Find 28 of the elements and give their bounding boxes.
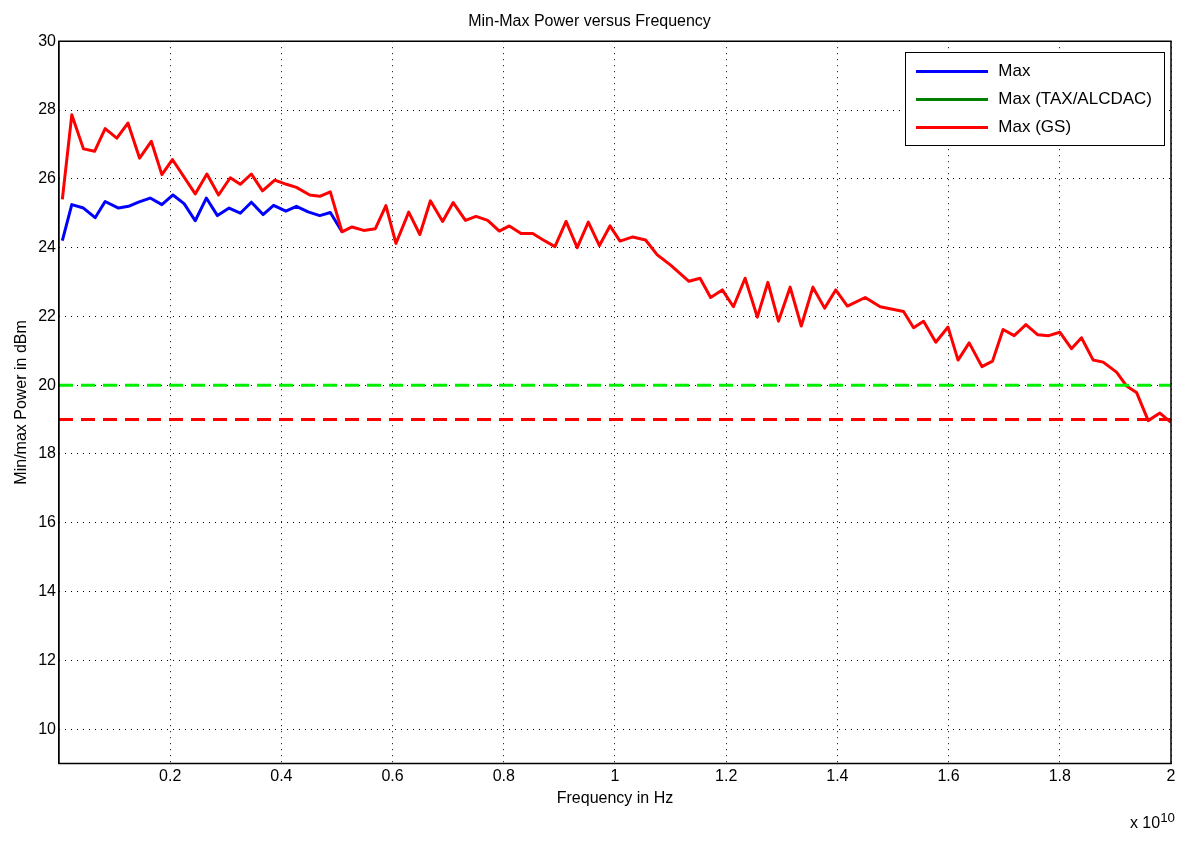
legend-label: Max	[998, 60, 1031, 82]
x-tick-label: 0.2	[159, 766, 182, 784]
y-axis-title: Min/max Power in dBm	[12, 320, 30, 485]
x-tick-label: 1.6	[937, 766, 960, 784]
x-tick-label: 0.4	[270, 766, 293, 784]
legend-label: Max (GS)	[998, 116, 1072, 138]
y-tick-label: 14	[38, 582, 57, 600]
y-tick-label: 22	[38, 306, 57, 324]
x-axis-title: Frequency in Hz	[556, 788, 674, 806]
legend-label: Max (TAX/ALCDAC)	[998, 88, 1152, 110]
y-tick-label: 18	[38, 444, 57, 462]
x-tick-label: 0.6	[381, 766, 404, 784]
x-tick-label: 1	[610, 766, 620, 784]
x-tick-label: 1.2	[715, 766, 738, 784]
y-tick-label: 28	[38, 100, 57, 118]
chart-title: Min-Max Power versus Frequency	[468, 12, 711, 30]
y-tick-label: 10	[38, 719, 57, 737]
y-tick-label: 26	[38, 169, 57, 187]
x-tick-label: 0.8	[492, 766, 516, 784]
x-tick-label: 1.8	[1048, 766, 1072, 784]
y-tick-label: 16	[38, 513, 57, 531]
text: x 10$^{10}$	[1129, 810, 1175, 833]
y-tick-label: 12	[38, 650, 57, 668]
x-tick-label: 2	[1166, 766, 1176, 784]
y-tick-label: 20	[38, 375, 57, 393]
y-tick-label: 30	[38, 31, 57, 49]
x-tick-label: 1.4	[826, 766, 849, 784]
y-tick-label: 24	[38, 238, 57, 256]
